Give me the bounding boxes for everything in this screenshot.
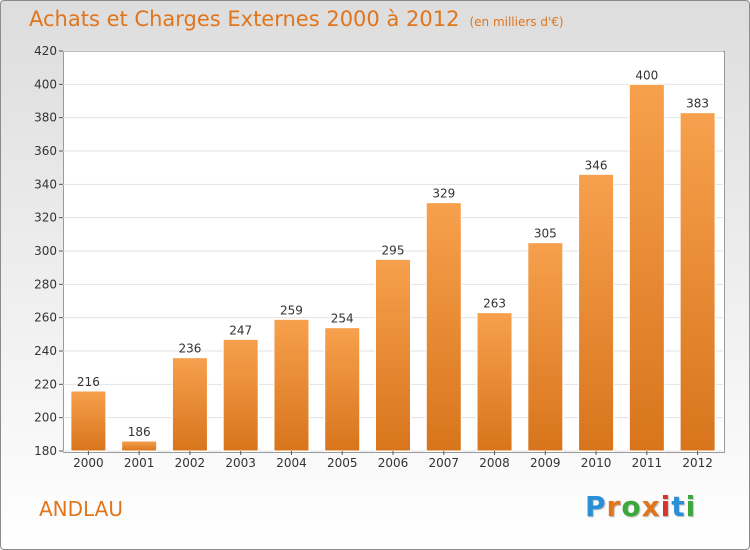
logo-letter: i [685,490,697,523]
bar-value-label: 247 [229,323,252,337]
chart-subtitle: (en milliers d'€) [469,15,564,29]
y-tick-label: 220 [34,377,57,391]
y-tick-label: 360 [34,144,57,158]
y-tick-label: 180 [34,444,57,458]
bar-2009[interactable] [527,242,564,452]
y-tick-label: 280 [34,277,57,291]
x-tick-label: 2001 [124,456,155,470]
x-tick-label: 2005 [327,456,358,470]
bar-value-label: 329 [432,187,455,201]
x-tick-label: 2000 [73,456,104,470]
bar-2005[interactable] [324,327,361,452]
x-tick-label: 2010 [581,456,612,470]
x-tick-label: 2008 [479,456,510,470]
bar-2006[interactable] [375,258,411,452]
y-tick-label: 400 [34,77,57,91]
bar-value-label: 236 [178,342,201,356]
y-tick-label: 300 [34,244,57,258]
logo-letter: x [641,490,661,523]
x-tick-label: 2012 [682,456,713,470]
chart-title: Achats et Charges Externes 2000 à 2012 (e… [29,7,564,31]
logo-letter: o [621,490,642,523]
y-tick-label: 380 [34,111,57,125]
bar-2007[interactable] [425,202,462,452]
y-tick-label: 200 [34,411,57,425]
bar-value-label: 254 [331,312,354,326]
bar-2001[interactable] [121,440,158,452]
x-tick-label: 2002 [175,456,206,470]
bar-value-label: 383 [686,97,709,111]
bar-2008[interactable] [476,312,513,452]
y-tick-label: 320 [34,211,57,225]
bar-value-label: 216 [77,375,100,389]
y-tick-label: 260 [34,311,57,325]
x-tick-label: 2004 [276,456,307,470]
bar-2010[interactable] [578,173,615,452]
bar-value-label: 400 [635,68,658,82]
x-tick-label: 2011 [632,456,663,470]
bar-value-label: 295 [382,243,405,257]
y-tick-label: 420 [34,44,57,58]
bar-value-label: 259 [280,303,303,317]
y-tick-label: 340 [34,177,57,191]
bar-value-label: 186 [128,425,151,439]
bar-value-label: 346 [585,158,608,172]
x-tick-label: 2007 [428,456,459,470]
proxiti-logo[interactable]: Proxiti [585,490,696,523]
logo-letter: r [606,490,622,523]
x-tick-label: 2006 [378,456,409,470]
bar-2000[interactable] [70,390,107,452]
bar-2002[interactable] [171,357,208,452]
bar-2003[interactable] [222,338,259,452]
chart-title-text: Achats et Charges Externes 2000 à 2012 [29,7,460,31]
y-tick-label: 240 [34,344,57,358]
y-axis-ticks: 180 200 220 240 260 280 300 320 340 360 380 400 420 [34,44,63,458]
bars: 216 186 236 247 259 254 295 329 263 305 346 400 383 [70,68,716,452]
bar-value-label: 263 [483,297,506,311]
commune-name: ANDLAU [39,497,123,521]
bar-2012[interactable] [679,112,716,452]
logo-letter: t [671,490,686,523]
bar-2011[interactable] [628,83,665,452]
logo-letter: P [585,490,607,523]
x-tick-label: 2003 [225,456,256,470]
bar-2004[interactable] [273,318,310,452]
x-tick-label: 2009 [530,456,561,470]
bar-value-label: 305 [534,227,557,241]
logo-letter: i [660,490,672,523]
x-axis-ticks: 2000 2001 2002 2003 2004 2005 2006 2007 2008 2009… [73,451,713,470]
